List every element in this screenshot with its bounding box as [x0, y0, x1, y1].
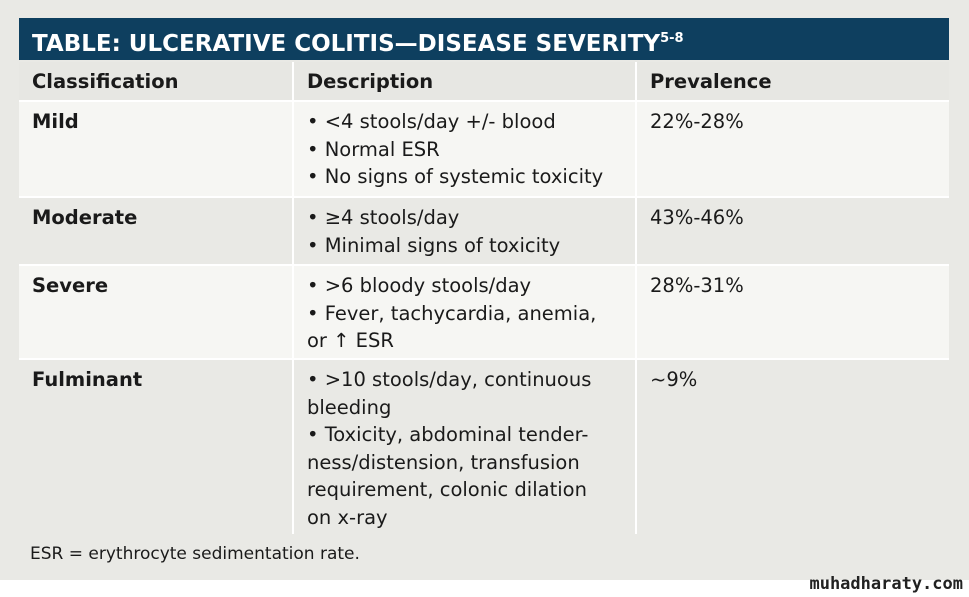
table-title: TABLE: ULCERATIVE COLITIS—DISEASE SEVERI…: [19, 18, 949, 60]
description-line: • ≥4 stools/day: [307, 206, 460, 229]
row-description: • >6 bloody stools/day • Fever, tachycar…: [292, 266, 637, 358]
table-header-row: Classification Description Prevalence: [19, 62, 949, 102]
row-classification: Severe: [32, 274, 109, 297]
description-line: on x-ray: [307, 505, 388, 529]
row-divider: [19, 196, 949, 198]
description-line: • No signs of systemic toxicity: [307, 165, 604, 188]
header-classification: Classification: [32, 70, 179, 93]
row-classification: Fulminant: [32, 368, 143, 391]
row-classification: Moderate: [32, 206, 138, 229]
table-row: Moderate • ≥4 stools/day • Minimal signs…: [19, 198, 949, 264]
row-prevalence: ~9%: [650, 368, 698, 391]
description-line: requirement, colonic dilation: [307, 478, 587, 501]
row-divider: [19, 358, 949, 360]
row-prevalence: 28%-31%: [650, 274, 744, 297]
description-line: • Normal ESR: [307, 137, 440, 161]
description-line: ness/distension, transfusion: [307, 450, 580, 474]
site-watermark: muhadharaty.com: [809, 574, 963, 594]
description-line: • <4 stools/day +/- blood: [307, 110, 556, 133]
title-superscript: 5-8: [660, 31, 684, 46]
row-classification: Mild: [32, 110, 79, 133]
table-page: TABLE: ULCERATIVE COLITIS—DISEASE SEVERI…: [0, 0, 969, 580]
description-line: • Minimal signs of toxicity: [307, 233, 561, 257]
description-line: • Toxicity, abdominal tender-: [307, 423, 589, 446]
row-prevalence: 22%-28%: [650, 110, 744, 133]
table-title-text: TABLE: ULCERATIVE COLITIS—DISEASE SEVERI…: [32, 31, 661, 57]
table-footnote: ESR = erythrocyte sedimentation rate.: [30, 544, 360, 564]
table-row: Mild • <4 stools/day +/- blood • Normal …: [19, 102, 949, 196]
description-line: • >6 bloody stools/day: [307, 274, 532, 297]
row-description: • ≥4 stools/day • Minimal signs of toxic…: [292, 198, 637, 264]
row-prevalence: 43%-46%: [650, 206, 744, 229]
header-prevalence: Prevalence: [650, 70, 772, 93]
description-line: • >10 stools/day, continuous: [307, 368, 592, 391]
description-line: bleeding: [307, 395, 392, 419]
description-line: or ↑ ESR: [307, 329, 394, 352]
table-row: Severe • >6 bloody stools/day • Fever, t…: [19, 266, 949, 358]
severity-table: Classification Description Prevalence Mi…: [19, 62, 949, 534]
description-line: • Fever, tachycardia, anemia,: [307, 301, 597, 325]
row-divider: [19, 264, 949, 266]
row-description: • <4 stools/day +/- blood • Normal ESR •…: [292, 102, 637, 196]
header-description: Description: [292, 62, 637, 100]
row-description: • >10 stools/day, continuous bleeding • …: [292, 360, 637, 534]
table-row: Fulminant • >10 stools/day, continuous b…: [19, 360, 949, 534]
